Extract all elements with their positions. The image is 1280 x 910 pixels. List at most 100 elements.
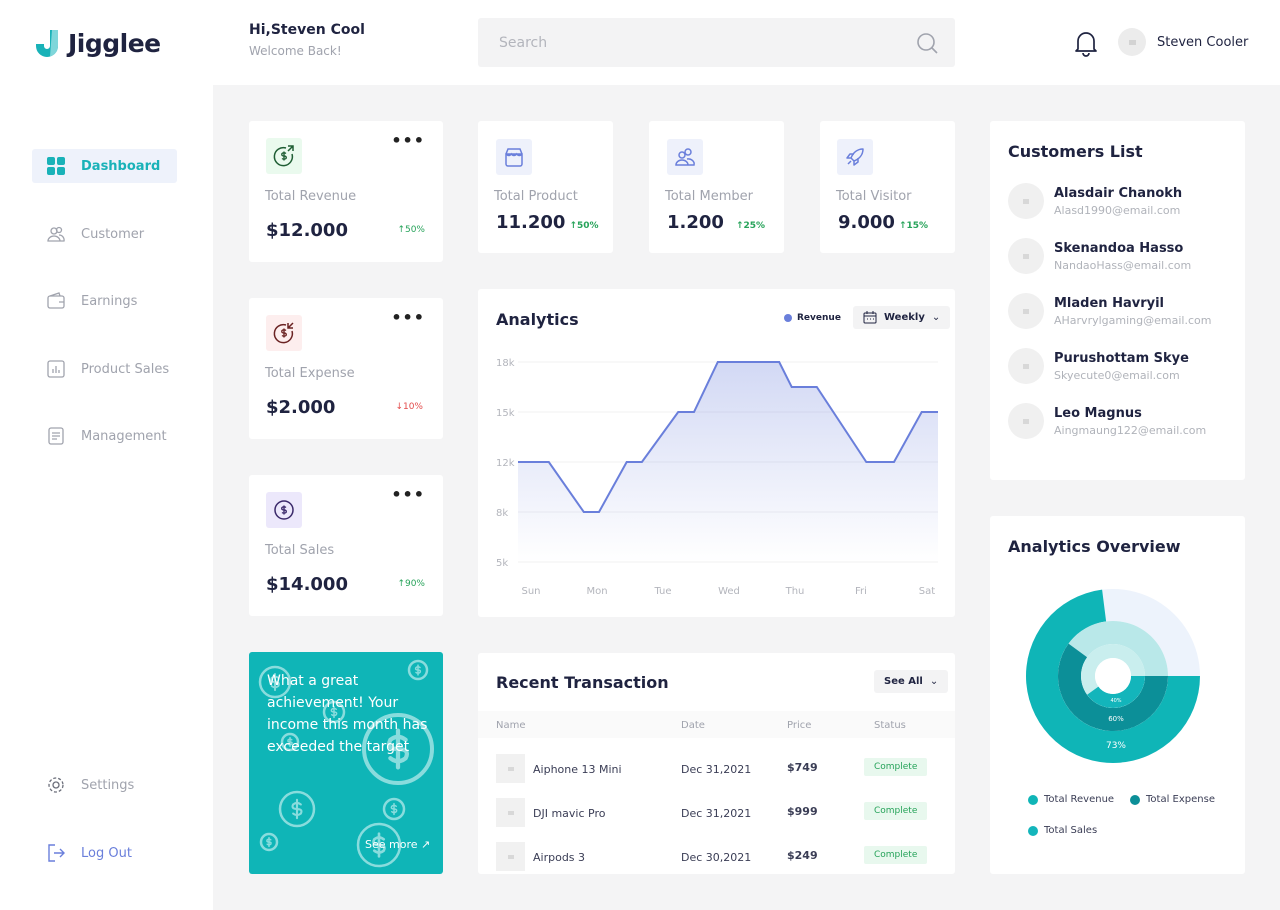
period-dropdown[interactable]: Weekly ⌄ xyxy=(853,306,951,329)
ring-bar xyxy=(1087,676,1145,708)
customers-list-card: Customers List Alasdair Chanokh Alasd1990… xyxy=(990,121,1245,480)
logo[interactable]: Jigglee xyxy=(30,26,161,60)
product-thumbnail xyxy=(496,842,525,871)
see-all-button[interactable]: See All ⌄ xyxy=(874,670,949,693)
column-header: Name xyxy=(496,720,526,731)
y-tick-label: 5k xyxy=(496,558,508,569)
customer-item[interactable]: Alasdair Chanokh Alasd1990@email.com xyxy=(1008,183,1182,219)
legend-dot-icon xyxy=(1130,794,1140,805)
column-header: Status xyxy=(874,720,906,731)
chart-hole xyxy=(1095,658,1131,694)
x-tick-label: Wed xyxy=(718,586,740,597)
customer-item[interactable]: Purushottam Skye Skyecute0@email.com xyxy=(1008,348,1189,384)
sidebar-item-label: Product Sales xyxy=(81,361,170,377)
document-icon xyxy=(48,427,64,445)
avatar xyxy=(1008,403,1044,439)
stat-label: Total Expense xyxy=(265,366,355,381)
table-row[interactable]: Airpods 3 Dec 30,2021 $249 Complete xyxy=(478,842,954,872)
customer-email: Skyecute0@email.com xyxy=(1054,368,1180,382)
revenue-icon xyxy=(266,138,302,174)
sidebar xyxy=(0,85,213,910)
analytics-overview-card: Analytics Overview 73% 60% 40% Total Reven… xyxy=(990,516,1245,874)
users-icon xyxy=(667,139,703,175)
sidebar-item-customer[interactable]: Customer xyxy=(32,217,177,251)
customer-email: Alasd1990@email.com xyxy=(1054,203,1181,217)
user-name: Steven Cooler xyxy=(1157,34,1249,50)
search-input[interactable] xyxy=(499,34,879,51)
sidebar-item-logout[interactable]: Log Out xyxy=(32,836,177,870)
stat-change: ↑50% xyxy=(397,225,425,235)
coin-icon xyxy=(356,822,402,868)
user-menu[interactable]: Steven Cooler xyxy=(1118,28,1248,56)
coin-icon xyxy=(322,700,346,724)
search-icon[interactable] xyxy=(915,31,939,55)
stat-label: Total Sales xyxy=(265,543,335,558)
legend-item: Total Revenue xyxy=(1028,794,1114,805)
date: Dec 31,2021 xyxy=(681,763,752,776)
column-header: Date xyxy=(681,720,705,731)
sidebar-item-label: Customer xyxy=(81,226,145,242)
coin-icon xyxy=(407,659,429,681)
table-row[interactable]: DJI mavic Pro Dec 31,2021 $999 Complete xyxy=(478,798,954,828)
x-tick-label: Mon xyxy=(586,586,607,597)
bar-chart-icon xyxy=(47,360,65,378)
customer-name: Mladen Havryil xyxy=(1054,295,1164,311)
customer-item[interactable]: Mladen Havryil AHarvrylgaming@email.com xyxy=(1008,293,1211,329)
logo-mark-icon xyxy=(36,30,58,57)
y-tick-label: 8k xyxy=(496,508,508,519)
expense-icon xyxy=(266,315,302,351)
product-thumbnail xyxy=(496,754,525,783)
overview-title: Analytics Overview xyxy=(1008,537,1181,556)
customers-title: Customers List xyxy=(1008,142,1143,161)
x-tick-label: Tue xyxy=(653,586,671,597)
stat-label: Total Visitor xyxy=(836,189,912,204)
more-options-button[interactable]: ••• xyxy=(391,485,425,504)
stat-change: ↓10% xyxy=(395,402,423,412)
greeting-title: Hi,Steven Cool xyxy=(249,22,365,38)
customer-name: Leo Magnus xyxy=(1054,405,1142,421)
coin-icon xyxy=(280,732,300,752)
stat-card-product: Total Product 11.200 ↑50% xyxy=(478,121,613,253)
greeting-subtitle: Welcome Back! xyxy=(249,44,342,58)
ring-value-label: 60% xyxy=(1108,715,1124,723)
coin-icon xyxy=(382,797,406,821)
radial-bar-chart: 73% 60% 40% xyxy=(1026,588,1200,763)
coin-icon xyxy=(362,713,434,785)
sidebar-item-settings[interactable]: Settings xyxy=(32,768,177,802)
coin-icon xyxy=(259,832,279,852)
search-bar xyxy=(478,18,955,67)
coin-icon xyxy=(258,665,292,699)
date: Dec 30,2021 xyxy=(681,851,752,864)
stat-card-visitor: Total Visitor 9.000 ↑15% xyxy=(820,121,955,253)
calendar-icon xyxy=(863,311,877,324)
column-header: Price xyxy=(787,720,812,731)
price: $999 xyxy=(787,805,818,818)
bell-icon[interactable] xyxy=(1073,29,1099,57)
wallet-icon xyxy=(47,292,65,309)
avatar xyxy=(1008,348,1044,384)
sidebar-item-product-sales[interactable]: Product Sales xyxy=(32,352,177,386)
transactions-title: Recent Transaction xyxy=(496,673,669,692)
customer-name: Alasdair Chanokh xyxy=(1054,185,1183,201)
product-thumbnail xyxy=(496,798,525,827)
ring-value-label: 73% xyxy=(1106,741,1126,751)
rocket-icon xyxy=(837,139,873,175)
legend-dot-icon xyxy=(1028,825,1038,836)
date: Dec 31,2021 xyxy=(681,807,752,820)
ring-bar xyxy=(1026,589,1200,763)
sidebar-item-management[interactable]: Management xyxy=(32,419,177,453)
avatar xyxy=(1008,293,1044,329)
customer-item[interactable]: Leo Magnus Aingmaung122@email.com xyxy=(1008,403,1206,439)
dollar-icon xyxy=(266,492,302,528)
customer-item[interactable]: Skenandoa Hasso NandaoHass@email.com xyxy=(1008,238,1191,274)
legend-item: Total Sales xyxy=(1028,825,1097,836)
see-more-link[interactable]: See more ↗ xyxy=(365,838,431,851)
box-icon xyxy=(496,139,532,175)
more-options-button[interactable]: ••• xyxy=(391,131,425,150)
table-row[interactable]: Aiphone 13 Mini Dec 31,2021 $749 Complete xyxy=(478,754,954,784)
analytics-card: Analytics Revenue Weekly ⌄ 5k 8k 12k 15k 18k… xyxy=(478,289,955,617)
sidebar-item-earnings[interactable]: Earnings xyxy=(32,284,177,318)
stat-value: $2.000 xyxy=(266,397,336,418)
more-options-button[interactable]: ••• xyxy=(391,308,425,327)
sidebar-item-dashboard[interactable]: Dashboard xyxy=(32,149,177,183)
